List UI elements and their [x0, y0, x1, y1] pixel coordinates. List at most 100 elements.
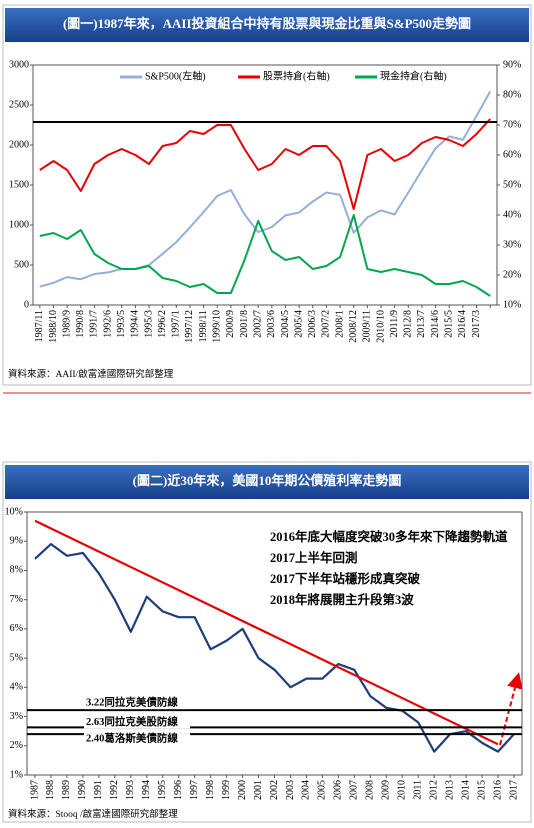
y-tick-label: 7%: [10, 594, 23, 605]
x-tick-label: 1997/1: [171, 310, 182, 338]
forecast-arrow: [499, 672, 523, 746]
y2-tick-label: 50%: [503, 179, 521, 190]
x-tick-label: 1999: [221, 780, 232, 800]
y2-tick-label: 80%: [503, 89, 521, 100]
y-tick-label: 3%: [10, 711, 23, 722]
annotation: 2016年底大幅度突破30多年來下降趨勢軌道: [270, 529, 508, 544]
y-tick-label: 1%: [10, 769, 23, 780]
x-tick-label: 1995: [157, 780, 168, 800]
x-tick-label: 2009/11: [362, 310, 373, 342]
x-tick-label: 1998/11: [198, 310, 209, 342]
x-tick-label: 1992: [109, 780, 120, 800]
x-tick-label: 2005: [317, 780, 328, 800]
legend-label: 股票持倉(右軸): [263, 69, 330, 82]
x-tick-label: 2016/4: [457, 310, 468, 338]
annotation: 2017上半年回測: [270, 550, 358, 565]
x-tick-label: 2002: [269, 780, 280, 800]
y2-tick-label: 40%: [503, 209, 521, 220]
x-tick-label: 1990/8: [75, 310, 86, 338]
x-tick-label: 1988/10: [48, 310, 59, 343]
y-tick-label: 2%: [10, 740, 23, 751]
x-tick-label: 1991/7: [89, 310, 100, 338]
x-tick-label: 1998: [205, 780, 216, 800]
x-tick-label: 2005/4: [293, 310, 304, 338]
x-tick-label: 2012: [428, 780, 439, 800]
x-tick-label: 1996/2: [157, 310, 168, 338]
x-tick-label: 1989: [61, 780, 72, 800]
x-tick-label: 1987: [29, 780, 40, 800]
x-tick-label: 2017/3: [471, 310, 482, 338]
title-bar: [5, 465, 529, 499]
y2-tick-label: 90%: [503, 59, 521, 70]
chart-frame: [2, 4, 532, 386]
x-tick-label: 2010: [397, 780, 408, 800]
y-tick-label: 2000: [9, 139, 29, 150]
x-tick-label: 2008/1: [334, 310, 345, 338]
source: 資料來源：AAII/啟富達國際研究部整理: [8, 368, 174, 380]
label-bg: [84, 697, 190, 710]
chart-title: (圖一)1987年來，AAII投資組合中持有股票與現金比重與S&P500走勢圖: [63, 16, 471, 31]
x-tick-label: 2004: [301, 780, 312, 800]
annotation: 2018年將展開主升段第3波: [270, 592, 414, 607]
x-tick-label: 2017: [508, 780, 519, 800]
x-tick-label: 2003: [285, 780, 296, 800]
y-tick-label: 6%: [10, 623, 23, 634]
x-tick-label: 2010/10: [375, 310, 386, 343]
x-tick-label: 2013/7: [416, 310, 427, 338]
y-tick-label: 0: [24, 299, 29, 310]
x-tick-label: 2007: [349, 780, 360, 800]
source: 資料來源：Stooq /啟富達國際研究部整理: [8, 808, 178, 820]
x-tick-label: 2008/12: [348, 310, 359, 343]
x-tick-label: 1990: [77, 780, 88, 800]
x-tick-label: 2006/3: [307, 310, 318, 338]
x-tick-label: 2001: [253, 780, 264, 800]
x-tick-label: 1994: [141, 780, 152, 800]
y-tick-label: 3000: [9, 59, 29, 70]
trend-line: [34, 519, 499, 746]
series-line: [39, 118, 491, 210]
x-tick-label: 1994/4: [130, 310, 141, 338]
x-tick-label: 1997/12: [184, 310, 195, 343]
x-tick-label: 2003/6: [266, 310, 277, 338]
legend-label: 現金持倉(右軸): [380, 69, 447, 82]
x-tick-label: 1992/6: [102, 310, 113, 338]
x-tick-label: 1991: [93, 780, 104, 800]
series-line: [39, 90, 492, 288]
x-tick-label: 2015: [476, 780, 487, 800]
x-tick-label: 2013: [444, 780, 455, 800]
label-bg: [84, 716, 190, 729]
x-tick-label: 2004/5: [280, 310, 291, 338]
annotation: 2017下半年站穩形成真突破: [270, 571, 421, 586]
x-tick-label: 1993: [125, 780, 136, 800]
y-tick-label: 4%: [10, 682, 23, 693]
x-tick-label: 2007/2: [321, 310, 332, 338]
label-bg: [84, 733, 190, 746]
x-tick-label: 2011/9: [389, 310, 400, 337]
y2-tick-label: 60%: [503, 149, 521, 160]
y-tick-label: 9%: [10, 536, 23, 547]
y-tick-label: 1500: [9, 179, 29, 190]
x-tick-label: 2008: [365, 780, 376, 800]
x-tick-label: 2011: [413, 780, 424, 800]
reference-label: 3.22同拉克美債防線: [86, 696, 178, 709]
reference-label: 2.63同拉克美股防線: [86, 715, 178, 728]
x-tick-label: 1995/3: [143, 310, 154, 338]
y2-tick-label: 70%: [503, 119, 521, 130]
x-tick-label: 2006: [333, 780, 344, 800]
x-tick-label: 1997: [189, 780, 200, 800]
x-tick-label: 1987/11: [34, 310, 45, 342]
y-tick-label: 500: [14, 259, 29, 270]
y2-tick-label: 20%: [503, 269, 521, 280]
x-tick-label: 2000/9: [225, 310, 236, 338]
x-tick-label: 1989/9: [61, 310, 72, 338]
chart-frame: [2, 461, 532, 823]
x-tick-label: 2016: [492, 780, 503, 800]
y2-tick-label: 10%: [503, 299, 521, 310]
x-tick-label: 1999/10: [212, 310, 223, 343]
reference-label: 2.40葛洛斯美債防線: [86, 731, 178, 744]
chart-title: (圖二)近30年來，美國10年期公債殖利率走勢圖: [133, 473, 402, 488]
legend-label: S&P500(左軸): [145, 69, 206, 82]
x-tick-label: 2012/8: [403, 310, 414, 338]
